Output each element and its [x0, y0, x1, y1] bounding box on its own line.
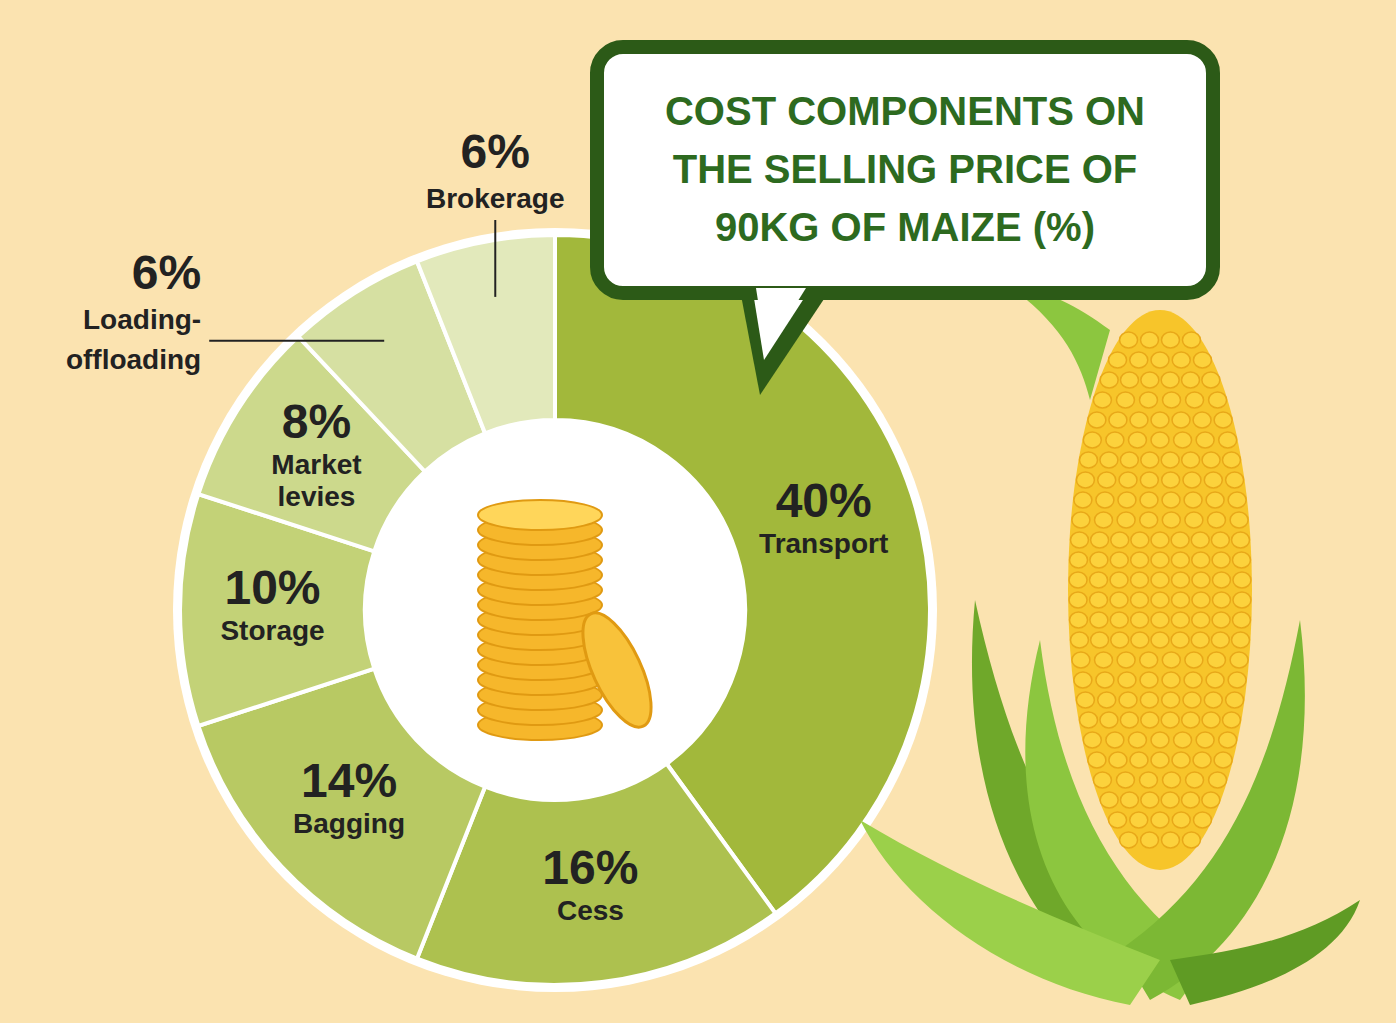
svg-text:levies: levies — [278, 481, 356, 512]
svg-text:Transport: Transport — [759, 528, 888, 559]
svg-text:8%: 8% — [282, 395, 351, 448]
svg-text:THE SELLING PRICE OF: THE SELLING PRICE OF — [673, 147, 1137, 191]
svg-text:14%: 14% — [301, 754, 397, 807]
svg-text:10%: 10% — [224, 561, 320, 614]
svg-text:Bagging: Bagging — [293, 808, 405, 839]
svg-text:Storage: Storage — [220, 615, 324, 646]
svg-text:40%: 40% — [776, 474, 872, 527]
svg-text:16%: 16% — [542, 841, 638, 894]
svg-text:Cess: Cess — [557, 895, 624, 926]
svg-text:Market: Market — [271, 449, 361, 480]
svg-text:offloading: offloading — [66, 344, 201, 375]
svg-text:6%: 6% — [132, 246, 201, 299]
svg-text:Brokerage: Brokerage — [426, 183, 565, 214]
svg-text:90KG OF MAIZE (%): 90KG OF MAIZE (%) — [715, 205, 1095, 249]
svg-text:Loading-: Loading- — [83, 304, 201, 335]
svg-text:6%: 6% — [461, 125, 530, 178]
svg-text:COST COMPONENTS ON: COST COMPONENTS ON — [665, 89, 1145, 133]
